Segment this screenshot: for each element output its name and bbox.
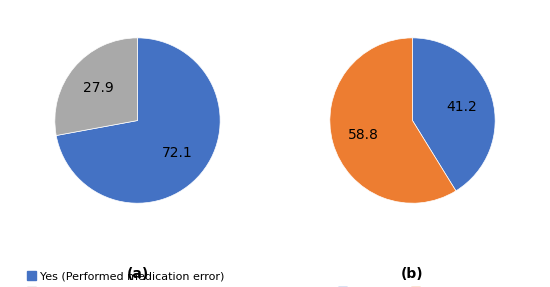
Text: 72.1: 72.1	[162, 146, 192, 160]
Text: 41.2: 41.2	[447, 100, 477, 114]
Text: (b): (b)	[401, 267, 424, 281]
Wedge shape	[56, 38, 220, 203]
Wedge shape	[412, 38, 495, 191]
Text: 27.9: 27.9	[82, 81, 113, 95]
Legend: Yes (Performed medication error), No (Non Performed medication error): Yes (Performed medication error), No (No…	[27, 271, 248, 287]
Wedge shape	[330, 38, 456, 203]
Text: 58.8: 58.8	[348, 127, 378, 141]
Wedge shape	[55, 38, 138, 135]
Text: (a): (a)	[126, 267, 148, 281]
